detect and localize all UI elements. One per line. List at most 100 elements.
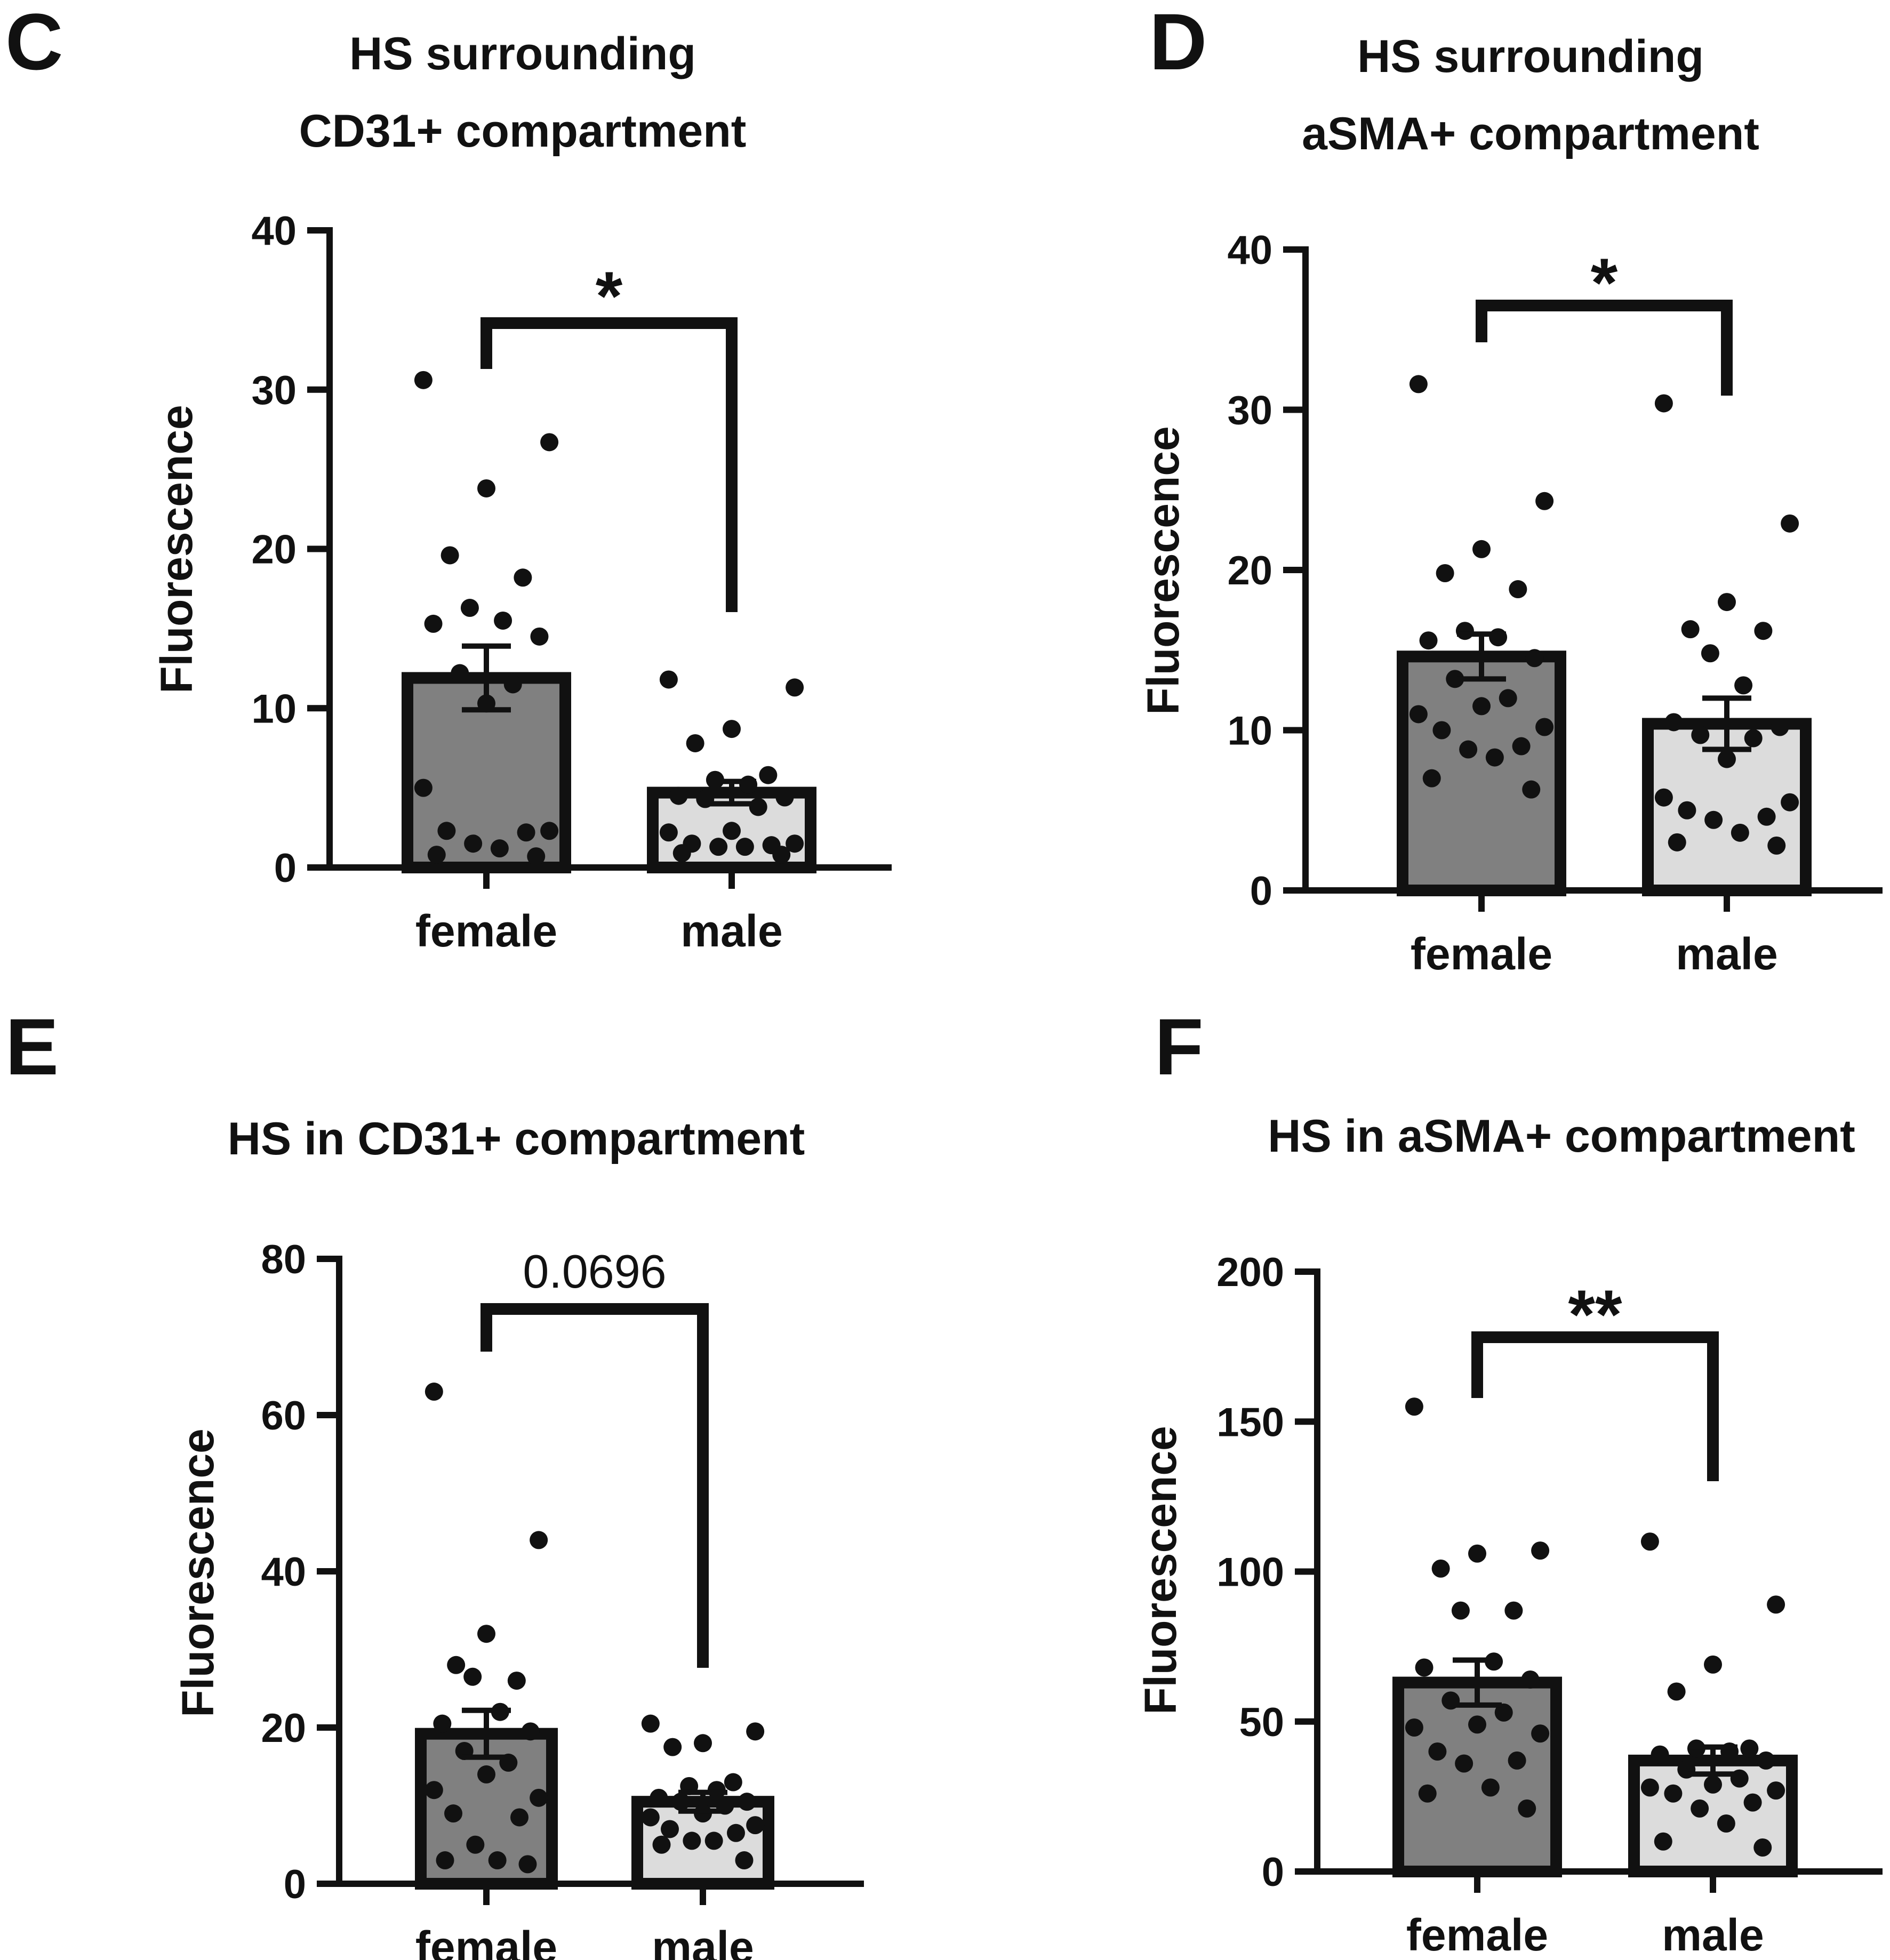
data-point [527,847,546,866]
data-point [540,822,559,840]
y-tick-label: 60 [261,1393,306,1439]
data-point [1422,769,1441,788]
data-point [1743,1793,1762,1812]
data-point [1468,1715,1486,1734]
data-point [775,788,794,807]
y-tick-label: 30 [251,368,297,413]
data-point [1494,1703,1513,1722]
data-point [1717,1814,1735,1833]
data-point [672,844,691,863]
data-point [1678,801,1696,820]
y-axis-label: Fluorescence [151,405,202,694]
data-point [1640,1778,1659,1797]
data-point [1418,1784,1437,1803]
y-axis-label: Fluorescence [173,1428,223,1717]
data-point [503,675,522,694]
data-point [1740,1739,1759,1758]
data-point [786,834,804,853]
y-tick-label: 30 [1227,388,1272,433]
data-point [1535,492,1554,510]
data-point [1432,721,1451,740]
data-point [1518,1799,1536,1818]
x-tick-label-male: male [680,906,782,956]
panel-letter: F [1155,1002,1204,1091]
data-point [746,1722,765,1741]
y-tick-label: 20 [1227,548,1272,593]
data-point [1409,705,1428,724]
data-point [1504,1601,1523,1620]
data-point [530,1531,548,1549]
data-point [1472,540,1491,558]
data-point [1446,670,1464,688]
data-point [447,1656,466,1674]
data-point [518,1855,537,1874]
data-point [463,1667,482,1686]
data-point [477,1625,495,1643]
data-point [1667,1682,1686,1701]
data-point [749,798,767,816]
y-tick-label: 20 [261,1706,306,1751]
chart-panel-f: F HS in aSMA+ compartment 0 50 100 150 200 fema… [1135,1002,1883,1960]
data-point [451,664,469,682]
chart-panel-c: C HS surrounding CD31+ compartment 0 10 20 30 4… [5,0,892,956]
data-point [1781,793,1799,812]
data-point [517,823,535,842]
data-point [746,1816,765,1835]
data-point [1455,622,1474,640]
data-point [521,1722,540,1741]
data-point [1654,1832,1672,1851]
data-point [1428,1742,1447,1761]
data-point [1451,1601,1470,1620]
y-tick-label: 0 [1262,1850,1284,1895]
significance-bracket [480,1303,709,1668]
data-point [1431,1559,1450,1578]
data-point [723,720,741,738]
data-point [704,1832,723,1850]
data-point [1455,1754,1473,1773]
data-point [683,1832,701,1850]
data-point [1499,689,1517,708]
y-tick-label: 0 [1250,869,1272,914]
data-point [1753,1838,1772,1857]
data-point [723,822,741,840]
chart-panel-e: E HS in CD31+ compartment 0 20 40 60 80 female m… [5,1002,864,1960]
y-tick-label: 20 [251,527,297,573]
data-point [726,1824,745,1842]
data-point [1781,514,1799,533]
data-point [530,1788,548,1807]
data-point [414,778,433,797]
y-tick-label: 40 [251,208,297,254]
data-point [530,627,549,646]
chart-panel-d: D HS surrounding aSMA+ compartment 0 10 20 30 4… [1138,0,1883,979]
data-point [464,834,483,853]
data-point [1508,1751,1526,1770]
data-point [1731,823,1749,842]
data-point [1409,375,1428,393]
data-point [735,838,754,856]
data-point [709,838,728,856]
y-tick-label: 100 [1216,1550,1284,1595]
x-tick-label-female: female [1411,929,1552,979]
y-tick-label: 10 [251,686,297,732]
data-point [759,766,778,784]
data-point [772,846,791,864]
data-point [1757,807,1776,826]
chart-title: HS surrounding [349,28,696,79]
y-tick-label: 40 [1227,228,1272,273]
data-point [650,1788,668,1807]
y-tick-label: 40 [261,1549,306,1595]
data-point [477,1765,495,1784]
data-point [424,614,443,633]
x-tick-label-male: male [1662,1910,1764,1960]
data-point [507,1672,526,1690]
data-point [1485,748,1504,767]
y-tick-label: 80 [261,1237,306,1282]
data-point [1744,729,1763,748]
data-point [1767,1781,1785,1800]
data-point [490,839,509,858]
data-point [510,1808,528,1827]
data-point [738,1793,756,1811]
y-tick-label: 0 [284,1862,306,1907]
data-point [671,1793,690,1811]
panel-letter: E [5,1002,59,1091]
